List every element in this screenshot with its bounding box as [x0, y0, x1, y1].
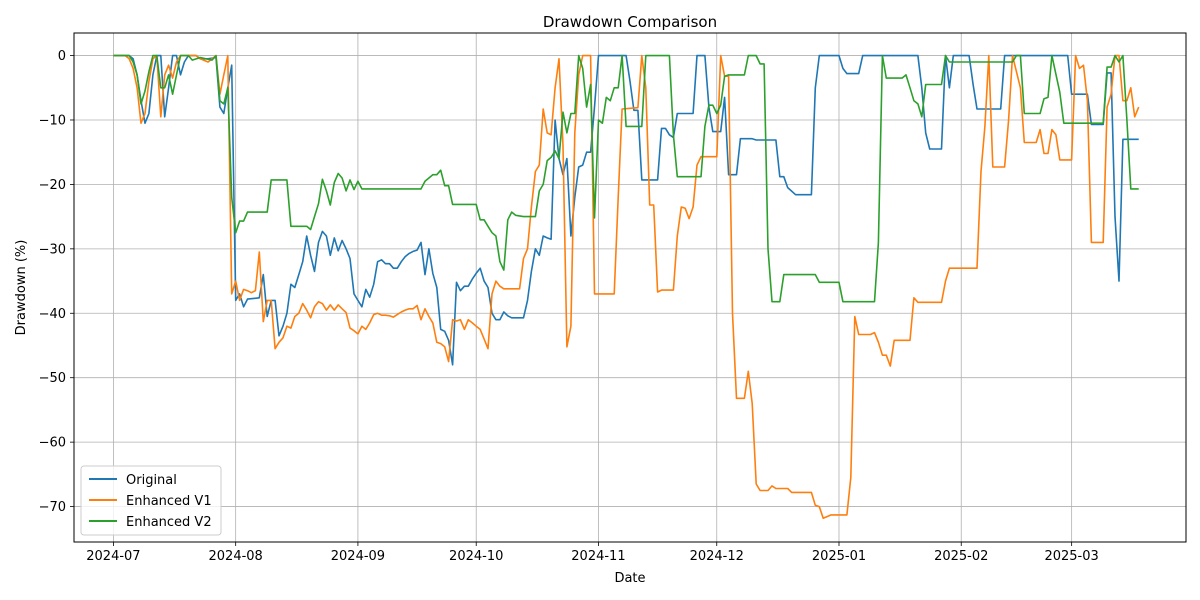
- legend-label-enhanced-v1: Enhanced V1: [126, 494, 212, 509]
- x-tick-label: 2025-03: [1044, 549, 1098, 564]
- plot-frame: [73, 32, 1187, 543]
- y-tick-label: −20: [39, 178, 66, 193]
- x-tick-label: 2025-02: [934, 549, 988, 564]
- y-axis-label: Drawdown (%): [14, 240, 29, 336]
- x-tick-label: 2024-07: [86, 549, 140, 564]
- grid: [74, 33, 1186, 542]
- series-line-enhanced-v2: [113, 54, 1139, 303]
- x-tick-label: 2024-12: [690, 549, 744, 564]
- series-line-enhanced-v1: [113, 54, 1140, 520]
- y-tick-label: −60: [39, 436, 66, 451]
- y-axis-ticks: 0 −10 −20 −30 −40 −50 −60 −70: [39, 49, 74, 515]
- x-tick-label: 2024-09: [331, 549, 385, 564]
- y-tick-label: −10: [39, 113, 66, 128]
- y-tick-label: 0: [58, 49, 66, 64]
- x-axis-label: Date: [614, 571, 645, 586]
- legend-label-enhanced-v2: Enhanced V2: [126, 515, 212, 530]
- x-tick-label: 2024-08: [209, 549, 263, 564]
- series-line-original: [113, 54, 1139, 366]
- x-axis-ticks: 2024-07 2024-08 2024-09 2024-10 2024-11 2024-…: [86, 542, 1099, 564]
- legend: Original Enhanced V1 Enhanced V2: [80, 465, 222, 536]
- legend-label-original: Original: [126, 473, 177, 488]
- chart-title: Drawdown Comparison: [543, 13, 717, 31]
- x-tick-label: 2025-01: [812, 549, 866, 564]
- y-tick-label: −50: [39, 371, 66, 386]
- series-lines: [113, 54, 1140, 520]
- y-tick-label: −40: [39, 307, 66, 322]
- legend-frame: [80, 465, 222, 536]
- y-tick-label: −30: [39, 242, 66, 257]
- x-tick-label: 2024-11: [571, 549, 625, 564]
- y-tick-label: −70: [39, 500, 66, 515]
- x-tick-label: 2024-10: [449, 549, 503, 564]
